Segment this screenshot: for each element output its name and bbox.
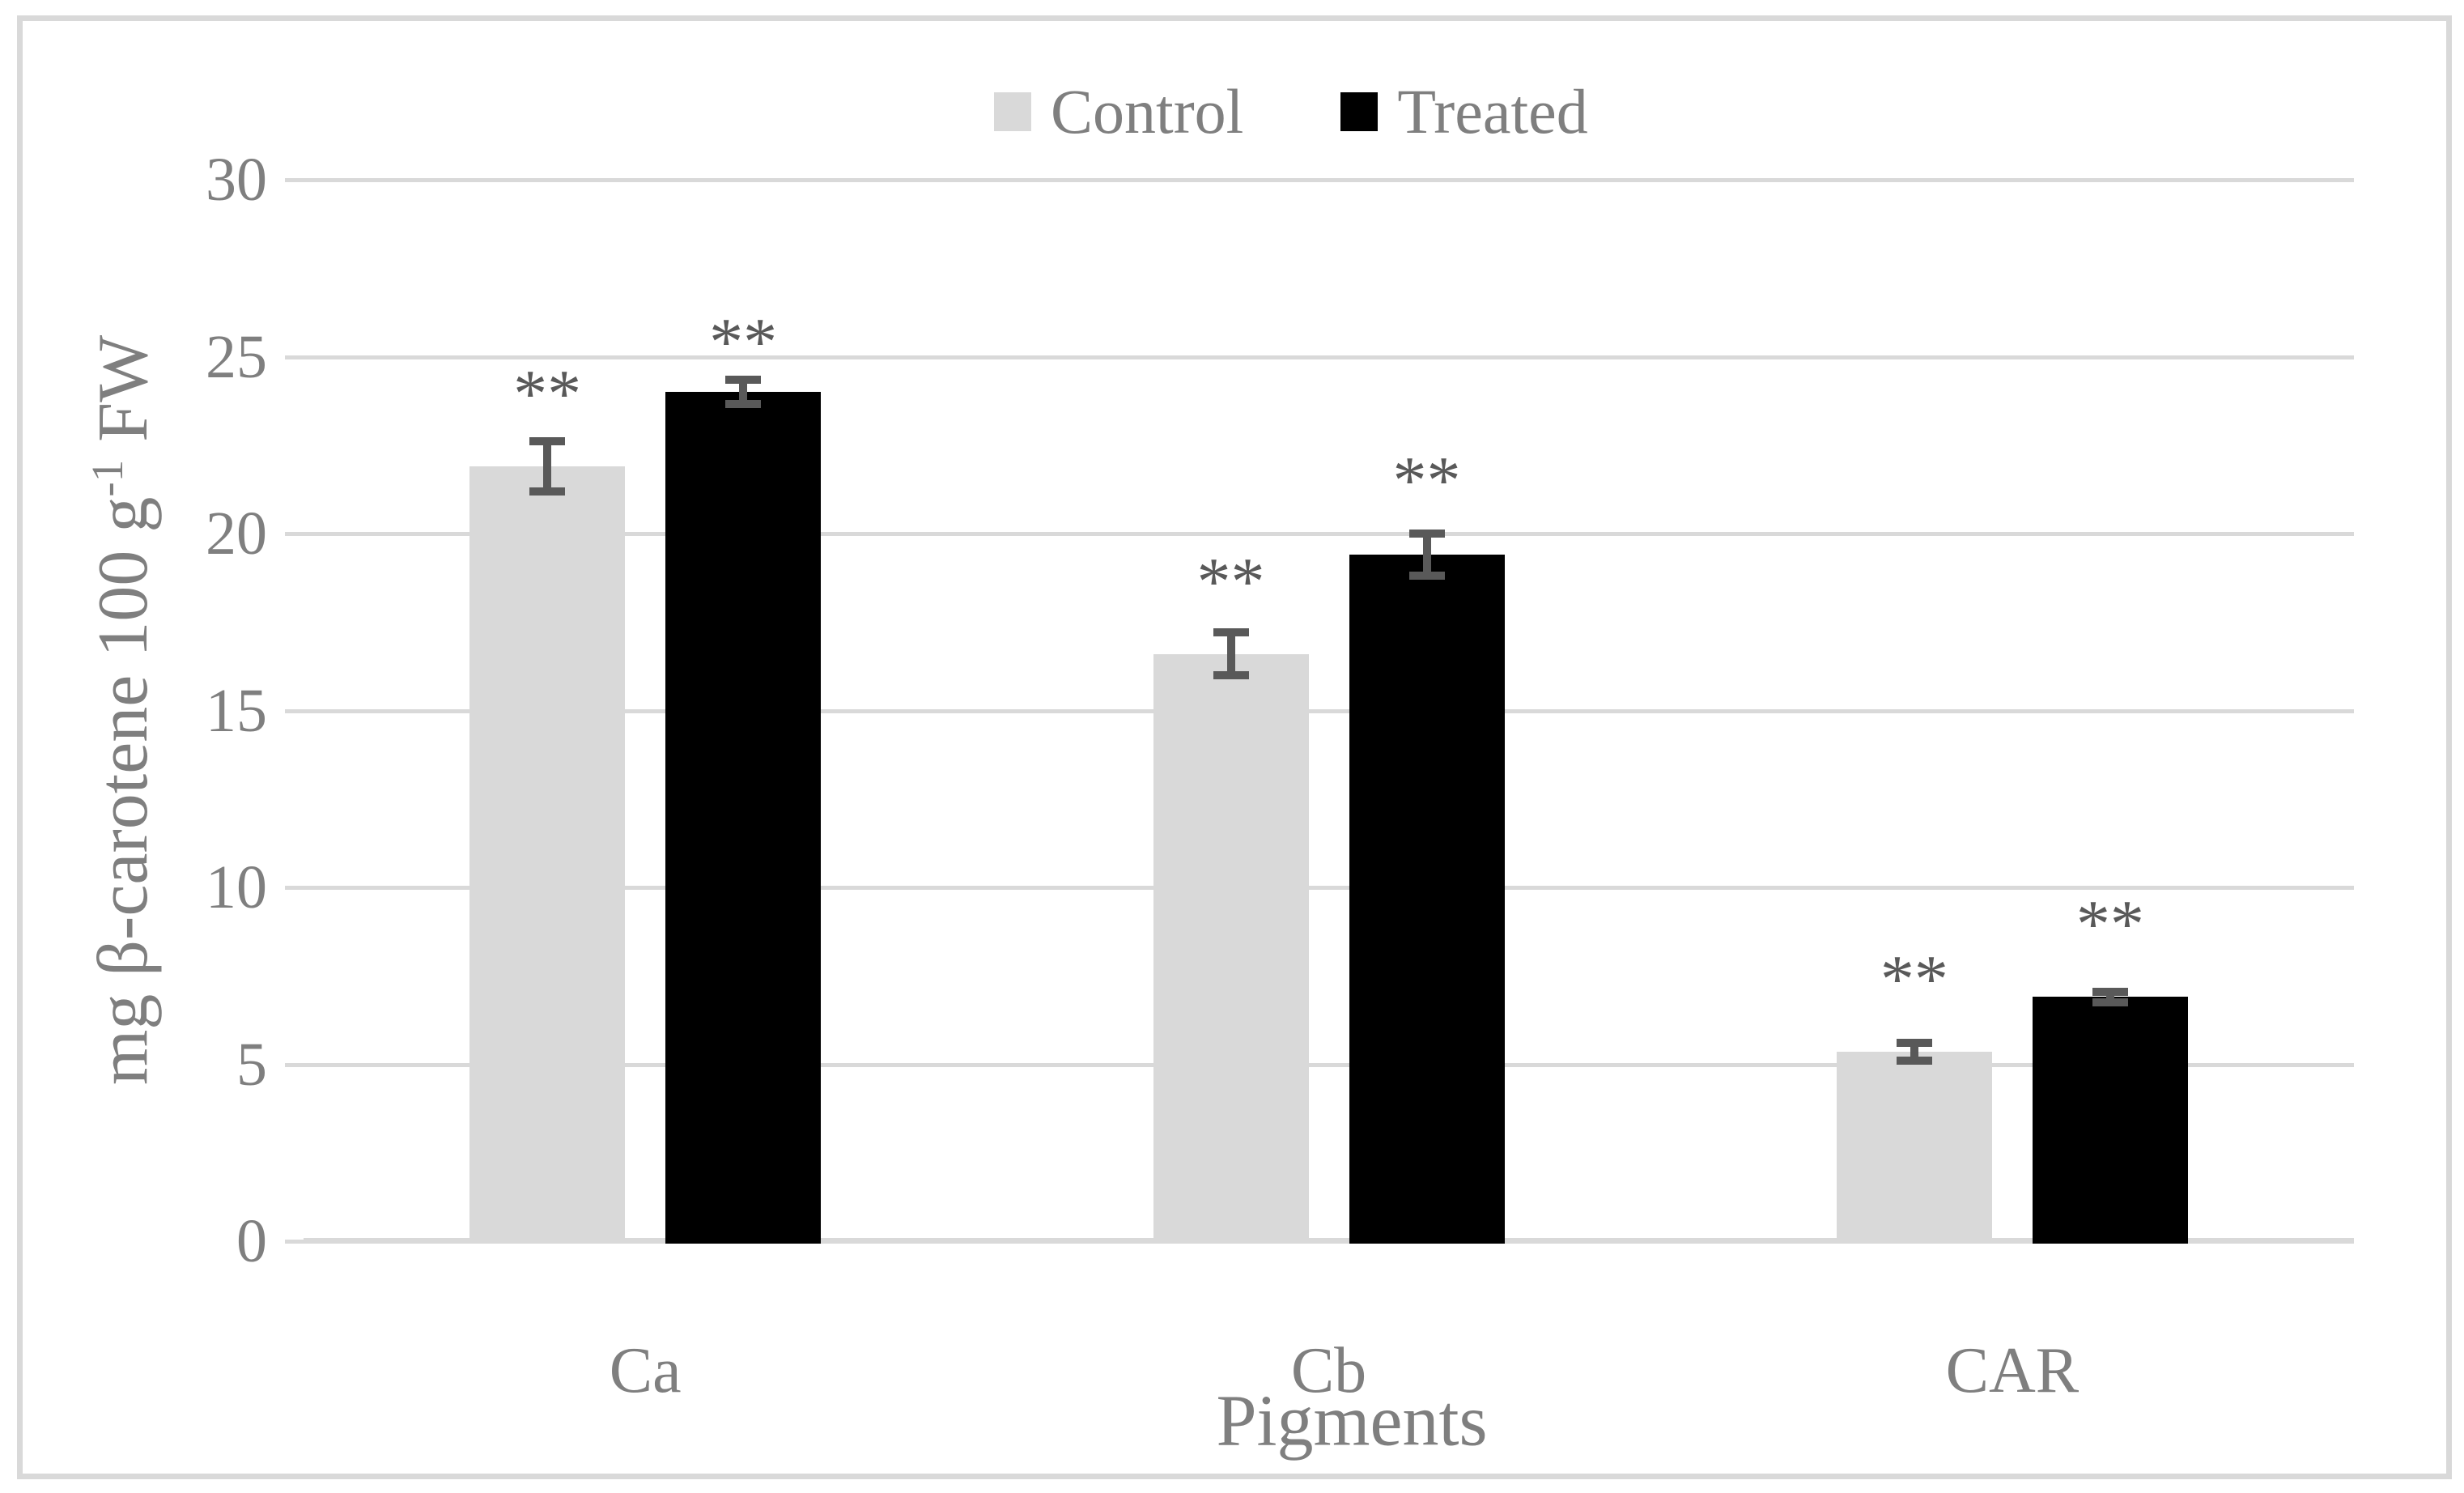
- significance-label-control-car: **: [1880, 942, 1948, 1018]
- legend-label-control: Control: [1051, 76, 1244, 147]
- error-bar-cap-bottom-control-ca: [529, 487, 566, 496]
- error-bar-cap-top-control-cb: [1213, 628, 1249, 637]
- significance-label-treated-cb: **: [1392, 443, 1461, 519]
- y-axis-title-suffix: FW: [84, 334, 164, 460]
- significance-label-control-cb: **: [1196, 543, 1265, 619]
- error-bar-cap-bottom-control-car: [1896, 1057, 1932, 1066]
- error-bar-cap-bottom-treated-cb: [1408, 572, 1445, 581]
- bar-treated-car: [2032, 997, 2188, 1244]
- error-bar-stem-control-cb: [1226, 632, 1235, 675]
- error-bar-cap-top-control-ca: [529, 437, 566, 446]
- error-bar-cap-top-control-car: [1896, 1039, 1932, 1048]
- gridline-10: [304, 886, 2354, 890]
- y-axis-tick-mark-5: [285, 1062, 304, 1067]
- y-axis-title: mg β-carotene 100 g-1 FW: [82, 335, 164, 1085]
- error-bar-cap-top-treated-cb: [1408, 530, 1445, 538]
- y-axis-title-text: mg β-carotene 100 g: [84, 496, 164, 1086]
- y-axis-tick-mark-25: [285, 355, 304, 359]
- legend-item-treated: Treated: [1340, 76, 1588, 147]
- error-bar-cap-bottom-control-cb: [1213, 670, 1249, 679]
- category-label-cb: Cb: [1290, 1335, 1367, 1406]
- y-axis-tick-mark-30: [285, 178, 304, 182]
- y-axis-tick-mark-20: [285, 532, 304, 536]
- error-bar-stem-treated-ca: [739, 379, 748, 405]
- bar-control-car: [1836, 1052, 1992, 1244]
- y-axis-tick-mark-10: [285, 886, 304, 890]
- significance-label-treated-car: **: [2075, 887, 2144, 963]
- error-bar-stem-control-car: [1910, 1043, 1918, 1061]
- error-bar-stem-treated-car: [2105, 991, 2114, 1003]
- y-axis-tick-label-25: 25: [206, 322, 267, 391]
- y-axis-tick-label-30: 30: [206, 146, 267, 214]
- gridline-5: [304, 1062, 2354, 1067]
- gridline-15: [304, 708, 2354, 713]
- error-bar-stem-treated-cb: [1422, 534, 1431, 576]
- y-axis-tick-label-5: 5: [236, 1030, 267, 1099]
- gridline-30: [304, 178, 2354, 182]
- category-label-car: CAR: [1945, 1335, 2080, 1406]
- y-axis-tick-mark-15: [285, 708, 304, 713]
- bar-control-ca: [469, 466, 626, 1244]
- bar-treated-ca: [665, 392, 822, 1244]
- y-axis-tick-mark-0: [285, 1240, 304, 1244]
- significance-label-treated-ca: **: [709, 304, 778, 381]
- error-bar-cap-top-treated-car: [2092, 987, 2128, 996]
- y-axis-tick-label-0: 0: [236, 1207, 267, 1275]
- legend-item-control: Control: [994, 79, 1243, 144]
- gridline-25: [304, 355, 2354, 359]
- gridline-20: [304, 532, 2354, 536]
- y-axis-tick-label-15: 15: [206, 676, 267, 745]
- y-axis-tick-label-20: 20: [206, 500, 267, 568]
- error-bar-cap-top-treated-ca: [725, 375, 762, 384]
- category-label-ca: Ca: [609, 1335, 682, 1406]
- legend: Control Treated: [994, 79, 1588, 144]
- legend-label-treated: Treated: [1397, 76, 1588, 147]
- significance-label-control-ca: **: [513, 355, 582, 432]
- error-bar-stem-control-ca: [543, 441, 552, 491]
- y-axis-tick-label-10: 10: [206, 853, 267, 921]
- error-bar-cap-bottom-treated-car: [2092, 998, 2128, 1007]
- bar-treated-cb: [1349, 555, 1505, 1244]
- bar-control-cb: [1153, 653, 1309, 1244]
- error-bar-cap-bottom-treated-ca: [725, 400, 762, 409]
- x-axis-line: [304, 1238, 2354, 1244]
- legend-swatch-control: [994, 92, 1031, 131]
- legend-swatch-treated: [1340, 92, 1379, 131]
- x-axis-title: Pigments: [1216, 1380, 1488, 1461]
- y-axis-title-superscript: -1: [82, 459, 132, 497]
